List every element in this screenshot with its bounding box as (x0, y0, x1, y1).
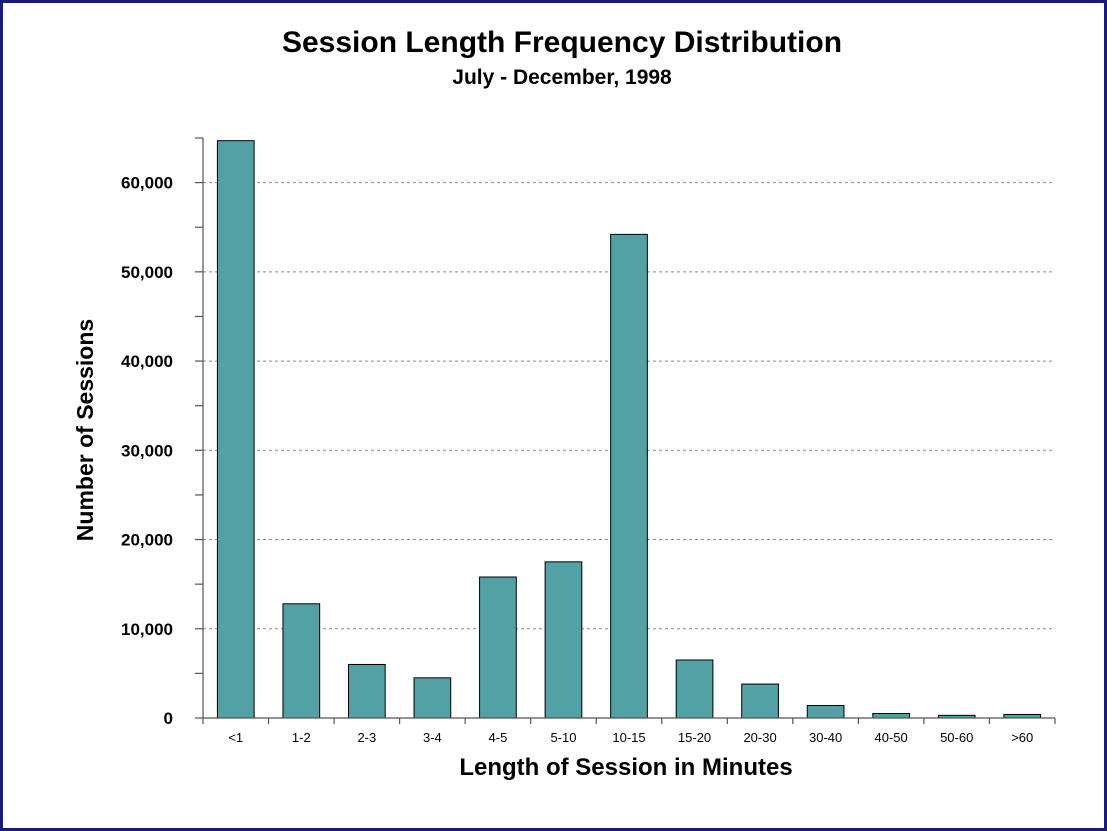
y-tick-label: 50,000 (121, 263, 173, 282)
y-tick-label: 30,000 (121, 441, 173, 460)
x-tick-label: 5-10 (550, 730, 576, 745)
x-tick-label: >60 (1011, 730, 1033, 745)
x-tick-label: 40-50 (875, 730, 908, 745)
bar-40-50 (872, 713, 911, 719)
bar-1-2 (282, 603, 321, 719)
y-tick-labels: 0 10,000 20,000 30,000 40,000 50,000 60,000 (121, 174, 173, 728)
bars (216, 140, 1042, 719)
y-tick-label: 20,000 (121, 531, 173, 550)
x-tick-label: 20-30 (743, 730, 776, 745)
x-tick-label: <1 (228, 730, 243, 745)
x-tick-label: 4-5 (489, 730, 508, 745)
x-tick-labels: <1 1-2 2-3 3-4 4-5 5-10 10-15 15-20 20-30 30-40 40… (228, 730, 1033, 745)
x-tick-label: 2-3 (357, 730, 376, 745)
chart-subtitle: July - December, 1998 (452, 66, 672, 89)
x-tick-label: 1-2 (292, 730, 311, 745)
x-tick-label: 50-60 (940, 730, 973, 745)
y-tick-label: 40,000 (121, 352, 173, 371)
bar-5-10 (544, 561, 583, 719)
bar-<1 (216, 140, 255, 719)
y-tick-label: 60,000 (121, 174, 173, 193)
y-tick-label: 0 (164, 709, 173, 728)
bar-20-30 (741, 683, 779, 719)
x-tick-label: 10-15 (612, 730, 645, 745)
x-axis-label: Length of Session in Minutes (459, 754, 792, 781)
bar-15-20 (675, 659, 714, 719)
x-tick-label: 30-40 (809, 730, 842, 745)
axes (195, 137, 1056, 724)
y-tick-label: 10,000 (121, 620, 173, 639)
chart-title: Session Length Frequency Distribution (282, 26, 842, 59)
x-tick-label: 15-20 (678, 730, 711, 745)
bar-30-40 (806, 705, 845, 719)
y-axis-label: Number of Sessions (72, 319, 98, 541)
x-tick-label: 3-4 (423, 730, 442, 745)
bar-10-15 (610, 233, 648, 719)
bar-4-5 (479, 576, 517, 719)
bar-2-3 (347, 663, 386, 719)
bar-3-4 (413, 677, 452, 719)
